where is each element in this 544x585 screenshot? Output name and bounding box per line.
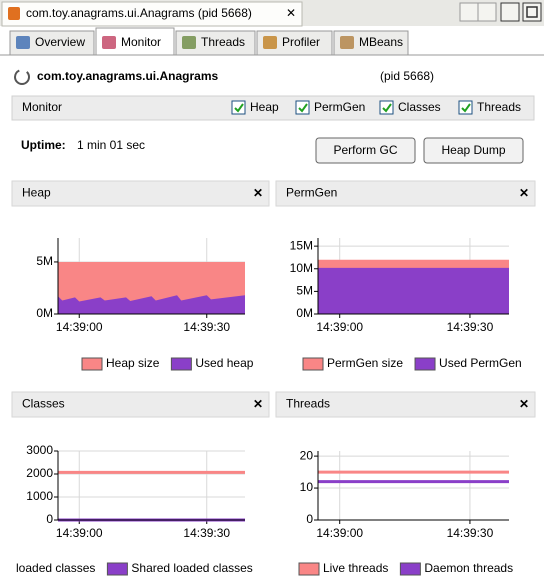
y-tick-label: 0 xyxy=(306,512,313,526)
monitor-label: Monitor xyxy=(22,100,62,114)
y-tick-label: 10 xyxy=(300,480,314,494)
x-tick-label: 14:39:30 xyxy=(447,526,494,540)
app-title: com.toy.anagrams.ui.Anagrams xyxy=(37,69,218,83)
tab-label: Threads xyxy=(201,35,245,49)
maximize-icon xyxy=(526,6,538,18)
panel-title: Threads xyxy=(286,397,330,411)
app-pid: (pid 5668) xyxy=(380,69,434,83)
x-tick-label: 14:39:30 xyxy=(447,320,494,334)
checkmark xyxy=(234,103,244,113)
tab-icon xyxy=(340,36,354,49)
tab-icon xyxy=(263,36,277,49)
legend-label: Used heap xyxy=(195,356,253,370)
legend-swatch xyxy=(302,357,324,371)
tab-icon xyxy=(16,36,30,49)
uptime-value: 1 min 01 sec xyxy=(77,138,145,152)
area xyxy=(58,295,245,314)
checkmark xyxy=(298,103,308,113)
x-tick-label: 14:39:30 xyxy=(183,526,230,540)
view-tabs: Overview Monitor Threads Profiler MBeans xyxy=(9,27,409,56)
checkbox[interactable] xyxy=(458,100,473,115)
panel-close[interactable]: ✕ xyxy=(253,186,263,200)
y-tick-label: 0M xyxy=(36,306,53,320)
checkbox[interactable] xyxy=(295,100,310,115)
monitor-bar xyxy=(11,95,535,121)
panel-header xyxy=(11,180,270,207)
panel-title: Classes xyxy=(22,397,65,411)
checkmark xyxy=(382,103,392,113)
legend-swatch xyxy=(298,562,320,576)
window-tab-title: com.toy.anagrams.ui.Anagrams (pid 5668) xyxy=(26,6,252,20)
y-tick-label: 3000 xyxy=(26,443,53,457)
panel-title: PermGen xyxy=(286,186,337,200)
close-tab[interactable]: ✕ xyxy=(286,6,296,20)
legend-swatch xyxy=(106,562,128,576)
window-tab[interactable] xyxy=(1,1,303,27)
checkmark xyxy=(461,103,471,113)
y-tick-label: 2000 xyxy=(26,466,53,480)
tab-label: Profiler xyxy=(282,35,320,49)
tab-icon xyxy=(102,36,116,49)
y-tick-label: 5M xyxy=(36,254,53,268)
panel-title: Heap xyxy=(22,186,51,200)
legend-label: Daemon threads xyxy=(424,561,513,575)
tab-icon xyxy=(182,36,196,49)
legend-label: Shared loaded classes xyxy=(131,561,252,575)
y-tick-label: 0M xyxy=(296,306,313,320)
legend-label: Heap size xyxy=(106,356,160,370)
checkboxes: Heap PermGen Classes Threads xyxy=(231,100,521,115)
checkbox-label: PermGen xyxy=(314,100,365,114)
y-tick-label: 5M xyxy=(296,284,313,298)
legend-label: PermGen size xyxy=(327,356,403,370)
x-tick-label: 14:39:00 xyxy=(316,526,363,540)
y-tick-label: 20 xyxy=(300,448,314,462)
legend-label: Live threads xyxy=(323,561,388,575)
legend-swatch xyxy=(399,562,421,576)
x-tick-label: 14:39:00 xyxy=(56,526,103,540)
perform-gc-button[interactable] xyxy=(315,137,416,164)
maximize-button[interactable] xyxy=(522,2,542,22)
y-tick-label: 15M xyxy=(290,238,313,252)
plot-area xyxy=(318,451,509,520)
legend-label: loaded classes xyxy=(16,561,95,575)
panel-header xyxy=(275,391,536,418)
y-tick-label: 1000 xyxy=(26,489,53,503)
checkbox[interactable] xyxy=(231,100,246,115)
y-tick-label: 10M xyxy=(290,261,313,275)
view-tab[interactable] xyxy=(9,30,95,56)
legend-swatch xyxy=(81,357,103,371)
java-icon xyxy=(8,7,20,20)
area xyxy=(318,267,509,314)
dropdown-button[interactable] xyxy=(500,2,520,22)
panel-close[interactable]: ✕ xyxy=(519,186,529,200)
legend-swatch xyxy=(414,357,436,371)
checkbox-label: Classes xyxy=(398,100,441,114)
panel-header xyxy=(275,180,536,207)
tab-label: Overview xyxy=(35,35,85,49)
tab-label: Monitor xyxy=(121,35,161,49)
y-tick-label: 0 xyxy=(46,512,53,526)
perform-gc-label: Perform GC xyxy=(333,143,397,157)
panel-close[interactable]: ✕ xyxy=(519,397,529,411)
spinner-icon xyxy=(14,69,30,85)
checkbox[interactable] xyxy=(379,100,394,115)
heap-dump-button[interactable] xyxy=(423,137,524,164)
legend-swatch xyxy=(170,357,192,371)
panels: Heap ✕ 14:39:00 14:39:30 0M 5M Heap size Used h… xyxy=(11,180,536,576)
legend-label: Used PermGen xyxy=(439,356,522,370)
tab-label: MBeans xyxy=(359,35,403,49)
checkbox-label: Threads xyxy=(477,100,521,114)
plot-area xyxy=(58,451,245,520)
panel-header xyxy=(11,391,270,418)
x-tick-label: 14:39:30 xyxy=(183,320,230,334)
checkbox-label: Heap xyxy=(250,100,279,114)
x-tick-label: 14:39:00 xyxy=(316,320,363,334)
x-tick-label: 14:39:00 xyxy=(56,320,103,334)
uptime-label: Uptime: xyxy=(21,138,66,152)
panel-close[interactable]: ✕ xyxy=(253,397,263,411)
heap-dump-label: Heap Dump xyxy=(441,143,505,157)
